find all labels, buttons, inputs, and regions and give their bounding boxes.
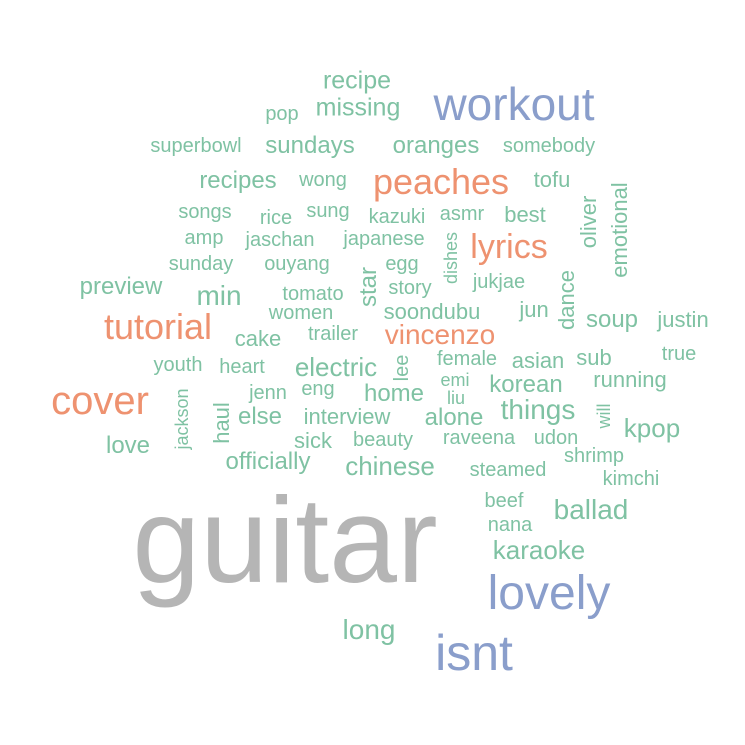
word-haul: haul <box>209 402 234 444</box>
word-recipes: recipes <box>199 167 277 194</box>
word-else: else <box>237 403 283 430</box>
word-asmr: asmr <box>439 203 485 225</box>
word-karaoke: karaoke <box>492 535 586 565</box>
word-nana: nana <box>487 514 533 536</box>
word-recipe: recipe <box>322 66 392 95</box>
word-tutorial: tutorial <box>103 306 213 347</box>
word-peaches: peaches <box>372 161 510 202</box>
word-missing: missing <box>315 93 401 122</box>
word-star: star <box>355 266 382 308</box>
word-ballad: ballad <box>553 494 629 525</box>
word-true: true <box>661 343 697 365</box>
word-emi: emi <box>440 370 470 390</box>
word-isnt: isnt <box>435 625 513 681</box>
word-korean: korean <box>489 371 563 398</box>
word-interview: interview <box>303 404 391 429</box>
word-dance: dance <box>554 270 579 330</box>
word-trailer: trailer <box>307 323 359 345</box>
word-love: love <box>105 432 151 459</box>
word-women: women <box>268 302 334 324</box>
word-jukjae: jukjae <box>472 271 526 293</box>
word-emotional: emotional <box>607 182 632 278</box>
word-egg: egg <box>385 253 419 275</box>
word-oliver: oliver <box>576 195 601 249</box>
word-amp: amp <box>184 227 224 249</box>
word-lyrics: lyrics <box>470 228 548 266</box>
word-guitar: guitar <box>132 472 438 608</box>
word-dishes: dishes <box>441 231 461 285</box>
word-preview: preview <box>79 273 163 300</box>
word-jenn: jenn <box>249 382 287 404</box>
word-jun: jun <box>519 297 549 322</box>
word-vincenzo: vincenzo <box>384 319 496 350</box>
word-ouyang: ouyang <box>264 253 330 275</box>
word-home: home <box>363 380 425 407</box>
word-wong: wong <box>299 169 347 191</box>
word-soondubu: soondubu <box>383 299 481 324</box>
word-kazuki: kazuki <box>368 206 426 228</box>
word-asian: asian <box>511 348 565 373</box>
word-will: will <box>594 403 614 429</box>
word-sick: sick <box>294 428 332 453</box>
word-heart: heart <box>219 356 265 378</box>
word-superbowl: superbowl <box>150 135 242 157</box>
word-japanese: japanese <box>343 228 425 250</box>
word-shrimp: shrimp <box>563 445 625 467</box>
word-cake: cake <box>234 326 282 351</box>
word-running: running <box>593 367 667 392</box>
word-electric: electric <box>294 352 378 382</box>
word-lee: lee <box>391 354 413 382</box>
word-sung: sung <box>306 200 350 222</box>
word-jackson: jackson <box>172 388 192 450</box>
word-songs: songs <box>178 201 232 223</box>
word-soup: soup <box>585 306 639 333</box>
word-sunday: sunday <box>168 253 234 275</box>
word-alone: alone <box>424 404 484 431</box>
word-eng: eng <box>301 378 335 400</box>
word-chinese: chinese <box>345 451 435 481</box>
word-liu: liu <box>446 388 466 408</box>
word-udon: udon <box>533 427 579 449</box>
word-youth: youth <box>153 354 203 376</box>
word-oranges: oranges <box>392 132 480 159</box>
word-cover: cover <box>51 379 149 423</box>
word-beauty: beauty <box>352 429 414 451</box>
word-raveena: raveena <box>442 427 516 449</box>
word-lovely: lovely <box>487 567 611 620</box>
word-female: female <box>436 348 498 370</box>
word-pop: pop <box>265 103 299 125</box>
word-kpop: kpop <box>623 413 681 443</box>
word-tofu: tofu <box>533 167 571 192</box>
word-somebody: somebody <box>502 135 596 157</box>
word-best: best <box>504 202 546 227</box>
word-beef: beef <box>484 490 524 512</box>
word-sub: sub <box>576 345 612 370</box>
word-sundays: sundays <box>265 132 355 159</box>
word-jaschan: jaschan <box>245 229 315 251</box>
word-tomato: tomato <box>282 283 344 305</box>
word-steamed: steamed <box>469 459 547 481</box>
word-min: min <box>196 280 242 311</box>
word-officially: officially <box>225 448 311 475</box>
word-things: things <box>500 394 576 425</box>
word-workout: workout <box>433 78 595 130</box>
word-kimchi: kimchi <box>602 468 660 490</box>
word-story: story <box>388 277 432 299</box>
word-rice: rice <box>259 207 293 229</box>
word-justin: justin <box>657 307 709 332</box>
word-long: long <box>342 614 396 645</box>
